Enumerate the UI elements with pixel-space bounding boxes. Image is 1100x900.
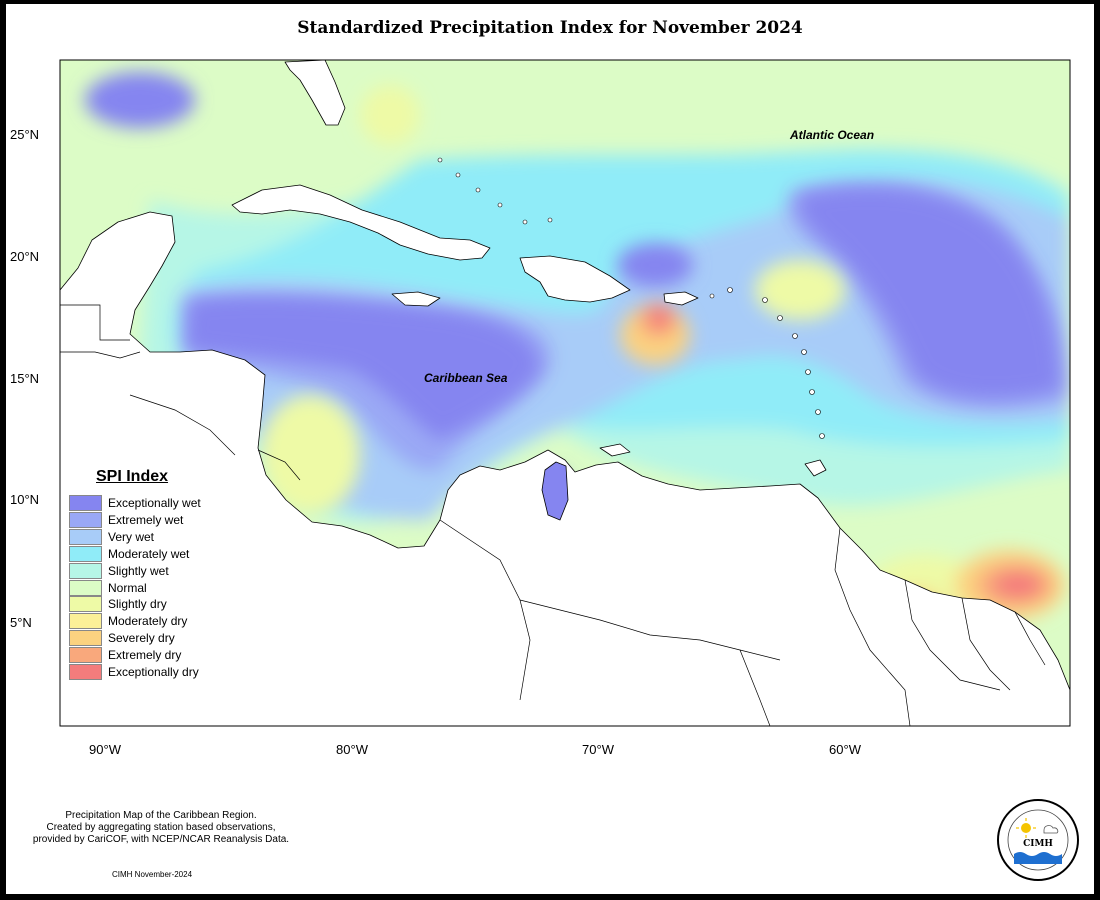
lat-tick-label: 25°N <box>10 127 40 142</box>
legend-label: Exceptionally dry <box>108 665 199 679</box>
legend-label: Very wet <box>108 530 155 544</box>
lat-tick-label: 5°N <box>10 615 32 630</box>
legend-swatch <box>69 512 102 528</box>
map-border <box>59 59 1071 727</box>
spi-field <box>60 60 1070 726</box>
footer-note-line: Created by aggregating station based obs… <box>46 822 276 833</box>
legend-swatch <box>69 529 102 545</box>
legend-swatch <box>69 563 102 579</box>
waves-icon <box>1014 852 1062 864</box>
spi-puerto-rico-exceptionally-dry-core <box>648 306 672 330</box>
land-hispaniola <box>519 255 631 303</box>
legend-swatch <box>69 546 102 562</box>
spi-central-america-slightly-dry-zone <box>260 395 360 515</box>
map-title: Standardized Precipitation Index for Nov… <box>297 18 803 38</box>
lat-tick-label: 10°N <box>10 492 40 507</box>
country-borders <box>60 304 1046 726</box>
spi-hispaniola-exceptionally-wet-core <box>617 243 693 287</box>
spi-gulf-exceptionally-wet-core <box>85 72 195 128</box>
lon-tick-label: 70°W <box>582 742 614 757</box>
atlantic-ocean-label: Atlantic Ocean <box>790 128 875 142</box>
legend-label: Normal <box>108 581 147 595</box>
legend-label: Exceptionally wet <box>108 496 201 510</box>
land-masses <box>60 60 1070 726</box>
spi-caribbean-exceptionally-wet-core <box>185 295 540 440</box>
lat-tick-label: 15°N <box>10 371 40 386</box>
legend-label: Moderately dry <box>108 614 188 628</box>
land-cuba <box>231 184 491 261</box>
legend-label: Slightly dry <box>108 597 167 611</box>
land-puerto-rico <box>663 291 699 306</box>
land-abc-islands <box>599 443 631 457</box>
footer-note-line: Precipitation Map of the Caribbean Regio… <box>65 810 257 821</box>
legend-label: Severely dry <box>108 631 175 645</box>
sun-icon <box>1021 823 1031 833</box>
legend-swatch <box>69 495 102 511</box>
caribbean-sea-label: Caribbean Sea <box>424 371 508 385</box>
spi-atlantic-exceptionally-wet-core <box>798 187 1060 399</box>
legend-label: Slightly wet <box>108 564 169 578</box>
lat-tick-label: 20°N <box>10 249 40 264</box>
legend-swatch <box>69 664 102 680</box>
legend-label: Moderately wet <box>108 547 190 561</box>
lon-tick-label: 80°W <box>336 742 368 757</box>
land-trinidad <box>804 459 827 477</box>
footer-notes: Precipitation Map of the Caribbean Regio… <box>6 810 316 846</box>
legend-title: SPI Index <box>96 468 169 485</box>
legend-swatch <box>69 596 102 612</box>
legend-label: Extremely dry <box>108 648 182 662</box>
logo-text: CIMH <box>1023 839 1053 849</box>
land-jamaica <box>391 291 441 307</box>
spi-bahamas-slightly-dry-zone <box>360 85 420 145</box>
legend-label: Extremely wet <box>108 513 184 527</box>
footer-note-line: provided by CariCOF, with NCEP/NCAR Rean… <box>32 834 290 845</box>
legend-swatch <box>69 613 102 629</box>
cimh-logo: CIMH <box>997 799 1079 881</box>
legend-swatch <box>69 630 102 646</box>
cloud-icon <box>1043 825 1059 834</box>
spi-atlantic-slightly-dry-zone <box>755 260 845 320</box>
legend-swatch <box>69 580 102 596</box>
small-islands <box>437 157 825 439</box>
lon-tick-label: 60°W <box>829 742 861 757</box>
land-florida <box>284 60 346 126</box>
lon-tick-label: 90°W <box>89 742 121 757</box>
credit-label: CIMH November-2024 <box>112 870 193 879</box>
legend-swatch <box>69 647 102 663</box>
spi-suriname-exceptionally-dry-core <box>994 572 1042 598</box>
water-lake-maracaibo <box>541 461 569 521</box>
